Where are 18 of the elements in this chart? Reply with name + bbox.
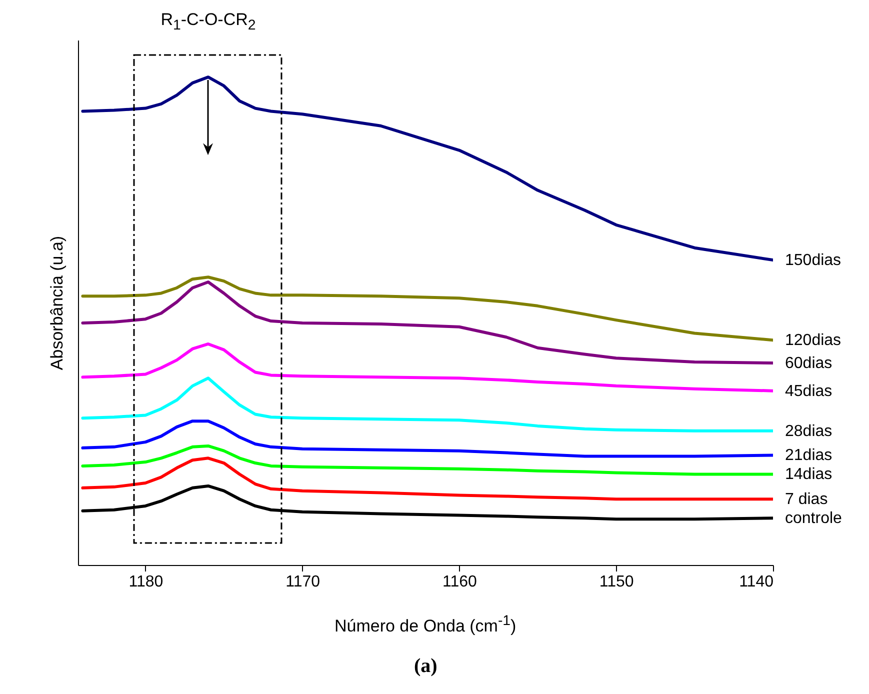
series-label: 60dias: [785, 355, 832, 372]
series-label: 14dias: [785, 466, 832, 484]
x-tick-label: 1180: [128, 574, 164, 590]
x-tick-label: 1170: [286, 574, 320, 590]
text: (a): [414, 655, 438, 678]
x-tick-label: 1150: [599, 574, 634, 590]
text: R$_{1}$-C-O-CR$_{2}$: [160, 10, 256, 34]
series-label: 45dias: [785, 382, 832, 400]
series-label: controle: [785, 510, 842, 528]
series-label: 120dias: [785, 332, 842, 350]
x-tick-label: 1140: [739, 574, 774, 590]
series-label: 7 dias: [785, 491, 828, 508]
x-tick-label: 1160: [442, 574, 478, 590]
x-axis-title: Número de Onda (cm$^{-1}$): [334, 613, 516, 637]
y-axis-title: Absorbância (u.a): [48, 236, 66, 370]
series-label: 28dias: [785, 422, 832, 440]
series-label: 150dias: [785, 252, 842, 270]
series-label: 21dias: [785, 447, 832, 464]
